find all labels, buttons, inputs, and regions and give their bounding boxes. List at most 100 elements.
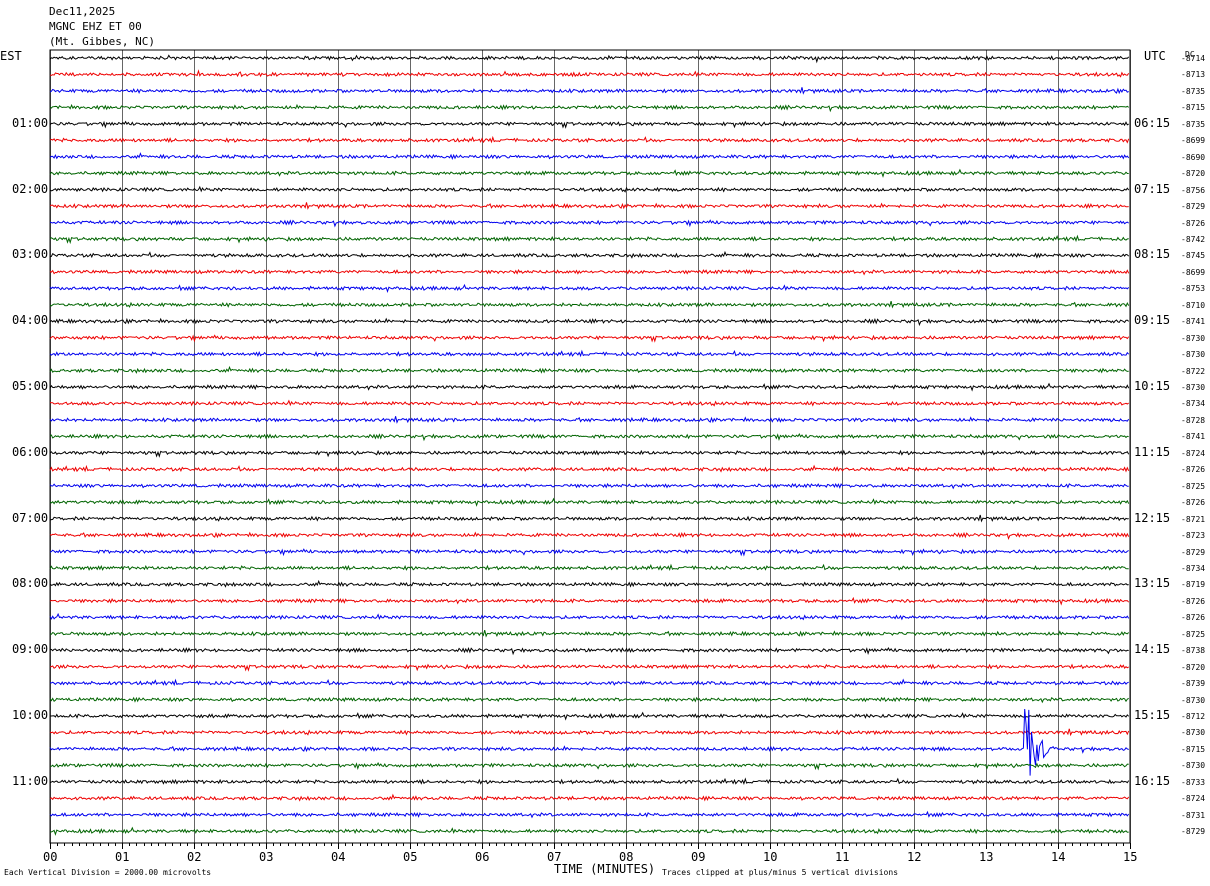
seismic-trace — [49, 416, 1130, 424]
seismic-trace — [49, 69, 1130, 78]
dc-offset-label: -8729 — [1181, 548, 1206, 557]
seismic-trace — [49, 708, 1129, 776]
dc-offset-label: -8725 — [1181, 482, 1206, 491]
seismic-trace — [49, 793, 1130, 802]
dc-offset-label: -8730 — [1181, 334, 1206, 343]
dc-offset-label: -8720 — [1181, 169, 1206, 178]
seismic-trace — [49, 810, 1130, 819]
seismic-trace — [49, 579, 1129, 588]
seismic-trace — [49, 826, 1129, 836]
seismic-trace — [49, 349, 1130, 358]
dc-offset-label: -8734 — [1181, 399, 1206, 408]
x-tick-label: 04 — [331, 850, 346, 864]
dc-offset-label: -8741 — [1181, 432, 1206, 441]
right-hour-label: 13:15 — [1134, 576, 1171, 590]
clip-note: Traces clipped at plus/minus 5 vertical … — [662, 868, 899, 877]
x-tick-label: 13 — [979, 850, 994, 864]
dc-offset-label: -8725 — [1181, 630, 1206, 639]
header-station: MGNC EHZ ET 00 — [49, 20, 142, 33]
dc-offset-label: -8738 — [1181, 646, 1206, 655]
right-hour-label: 10:15 — [1134, 379, 1171, 393]
seismic-trace — [49, 433, 1129, 442]
seismic-trace — [49, 497, 1130, 507]
dc-offset-label: -8739 — [1181, 679, 1206, 688]
dc-offset-label: -8721 — [1181, 515, 1206, 524]
left-hour-label: 05:00 — [12, 379, 49, 393]
dc-offset-label: -8690 — [1181, 153, 1206, 162]
dc-offset-label: -8730 — [1181, 728, 1206, 737]
x-tick-label: 14 — [1051, 850, 1066, 864]
x-tick-label: 00 — [43, 850, 58, 864]
seismic-trace — [49, 762, 1129, 771]
dc-offset-label: -8714 — [1181, 54, 1206, 63]
seismic-trace — [49, 168, 1129, 178]
dc-offset-label: -8722 — [1181, 367, 1206, 376]
left-hour-label: 08:00 — [12, 576, 49, 590]
seismic-trace — [49, 548, 1129, 557]
seismic-trace — [49, 135, 1130, 144]
dc-offset-label: -8745 — [1181, 251, 1206, 260]
dc-offset-label: -8726 — [1181, 498, 1206, 507]
dc-offset-label: -8756 — [1181, 186, 1206, 195]
dc-offset-label: -8719 — [1181, 580, 1206, 589]
right-hour-label: 12:15 — [1134, 511, 1171, 525]
dc-offset-label: -8734 — [1181, 564, 1206, 573]
x-tick-label: 07 — [547, 850, 562, 864]
seismic-trace — [49, 563, 1129, 572]
right-timezone-label: UTC — [1144, 49, 1166, 63]
seismic-trace — [49, 334, 1130, 343]
seismic-trace — [49, 531, 1130, 540]
seismic-trace — [49, 365, 1129, 374]
seismic-trace — [49, 449, 1130, 458]
right-hour-label: 16:15 — [1134, 774, 1171, 788]
seismic-trace — [49, 54, 1130, 64]
dc-offset-label: -8724 — [1181, 449, 1206, 458]
header-location: (Mt. Gibbes, NC) — [49, 35, 155, 48]
seismic-trace — [49, 269, 1130, 276]
left-hour-label: 06:00 — [12, 445, 49, 459]
seismic-trace — [49, 382, 1130, 392]
seismic-trace — [49, 777, 1130, 785]
seismic-trace — [49, 317, 1130, 327]
dc-offset-label: -8731 — [1181, 811, 1206, 820]
plot-frame — [49, 49, 1131, 844]
left-hour-label: 04:00 — [12, 313, 49, 327]
dc-offset-label: -8742 — [1181, 235, 1206, 244]
scale-note: Each Vertical Division = 2000.00 microvo… — [4, 868, 212, 877]
seismic-trace — [49, 219, 1129, 228]
seismic-trace — [49, 464, 1130, 473]
seismic-trace — [49, 202, 1129, 210]
left-hour-label: 11:00 — [12, 774, 49, 788]
seismic-trace — [49, 696, 1129, 704]
right-hour-label: 15:15 — [1134, 708, 1171, 722]
seismic-trace — [49, 87, 1129, 95]
left-timezone-label: EST — [0, 49, 22, 63]
dc-offset-label: -8730 — [1181, 350, 1206, 359]
dc-offset-label: -8730 — [1181, 696, 1206, 705]
x-tick-label: 05 — [403, 850, 418, 864]
x-tick-label: 10 — [763, 850, 778, 864]
dc-offset-label: -8730 — [1181, 761, 1206, 770]
seismic-trace — [49, 103, 1130, 113]
x-tick-label: 09 — [691, 850, 706, 864]
x-tick-label: 08 — [619, 850, 634, 864]
seismic-trace — [49, 399, 1129, 407]
x-tick-label: 12 — [907, 850, 922, 864]
dc-offset-label: -8735 — [1181, 120, 1206, 129]
dc-offset-label: -8726 — [1181, 465, 1206, 474]
seismic-trace — [49, 596, 1130, 606]
dc-offset-label: -8723 — [1181, 531, 1206, 540]
seismic-trace — [49, 663, 1129, 672]
right-hour-label: 14:15 — [1134, 642, 1171, 656]
left-hour-label: 09:00 — [12, 642, 49, 656]
dc-offset-label: -8710 — [1181, 301, 1206, 310]
dc-offset-label: -8726 — [1181, 613, 1206, 622]
dc-offset-label: -8699 — [1181, 268, 1206, 277]
header-date: Dec11,2025 — [49, 5, 116, 18]
seismic-trace — [49, 678, 1129, 687]
right-hour-label: 08:15 — [1134, 247, 1171, 261]
dc-offset-label: -8712 — [1181, 712, 1206, 721]
dc-offset-label: -8741 — [1181, 317, 1206, 326]
right-hour-label: 06:15 — [1134, 116, 1171, 130]
